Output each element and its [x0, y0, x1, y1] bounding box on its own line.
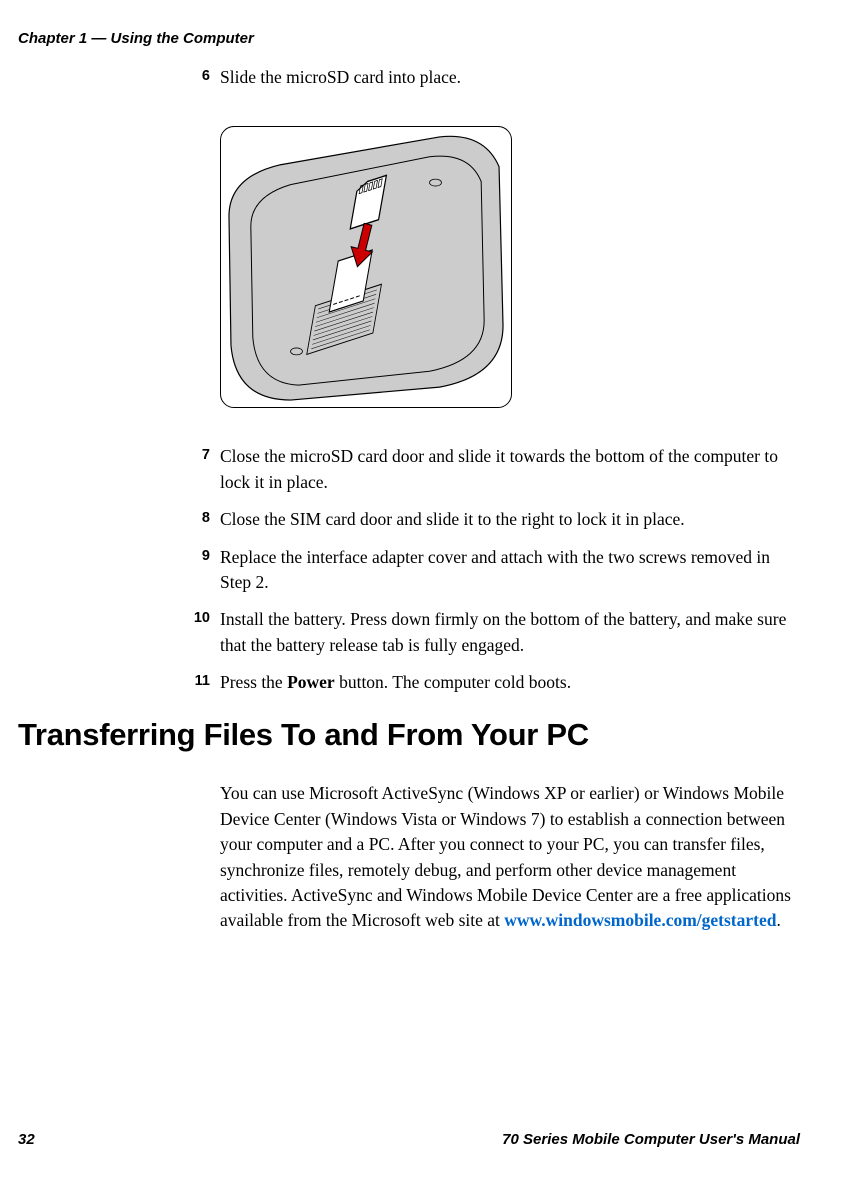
step-text-suffix: button. The computer cold boots.	[335, 672, 571, 692]
manual-title: 70 Series Mobile Computer User's Manual	[502, 1131, 800, 1148]
step-number: 6	[190, 65, 220, 90]
step-6: 6 Slide the microSD card into place.	[190, 65, 800, 90]
step-text-prefix: Press the	[220, 672, 287, 692]
transfer-paragraph: You can use Microsoft ActiveSync (Window…	[18, 781, 800, 933]
step-number: 8	[190, 507, 220, 532]
power-button-label: Power	[287, 672, 335, 692]
content-area: 6 Slide the microSD card into place.	[18, 65, 800, 695]
step-10: 10 Install the battery. Press down firml…	[190, 607, 800, 658]
step-text: Replace the interface adapter cover and …	[220, 545, 800, 596]
step-text: Close the microSD card door and slide it…	[220, 444, 800, 495]
step-number: 9	[190, 545, 220, 596]
section-heading-transferring: Transferring Files To and From Your PC	[18, 717, 800, 753]
step-8: 8 Close the SIM card door and slide it t…	[190, 507, 800, 532]
page-number: 32	[18, 1131, 35, 1148]
step-11: 11 Press the Power button. The computer …	[190, 670, 800, 695]
step-text: Slide the microSD card into place.	[220, 65, 800, 90]
step-number: 11	[190, 670, 220, 695]
page-footer: 32 70 Series Mobile Computer User's Manu…	[18, 1131, 800, 1148]
microsd-diagram	[220, 126, 512, 408]
diagram-wrapper	[220, 126, 800, 408]
paragraph-prefix: You can use Microsoft ActiveSync (Window…	[220, 783, 791, 930]
windowsmobile-link[interactable]: www.windowsmobile.com/getstarted	[504, 910, 776, 930]
step-text: Install the battery. Press down firmly o…	[220, 607, 800, 658]
paragraph-suffix: .	[776, 910, 780, 930]
step-text: Close the SIM card door and slide it to …	[220, 507, 800, 532]
chapter-header: Chapter 1 — Using the Computer	[18, 30, 800, 47]
step-number: 7	[190, 444, 220, 495]
step-text: Press the Power button. The computer col…	[220, 670, 800, 695]
step-9: 9 Replace the interface adapter cover an…	[190, 545, 800, 596]
step-7: 7 Close the microSD card door and slide …	[190, 444, 800, 495]
step-number: 10	[190, 607, 220, 658]
